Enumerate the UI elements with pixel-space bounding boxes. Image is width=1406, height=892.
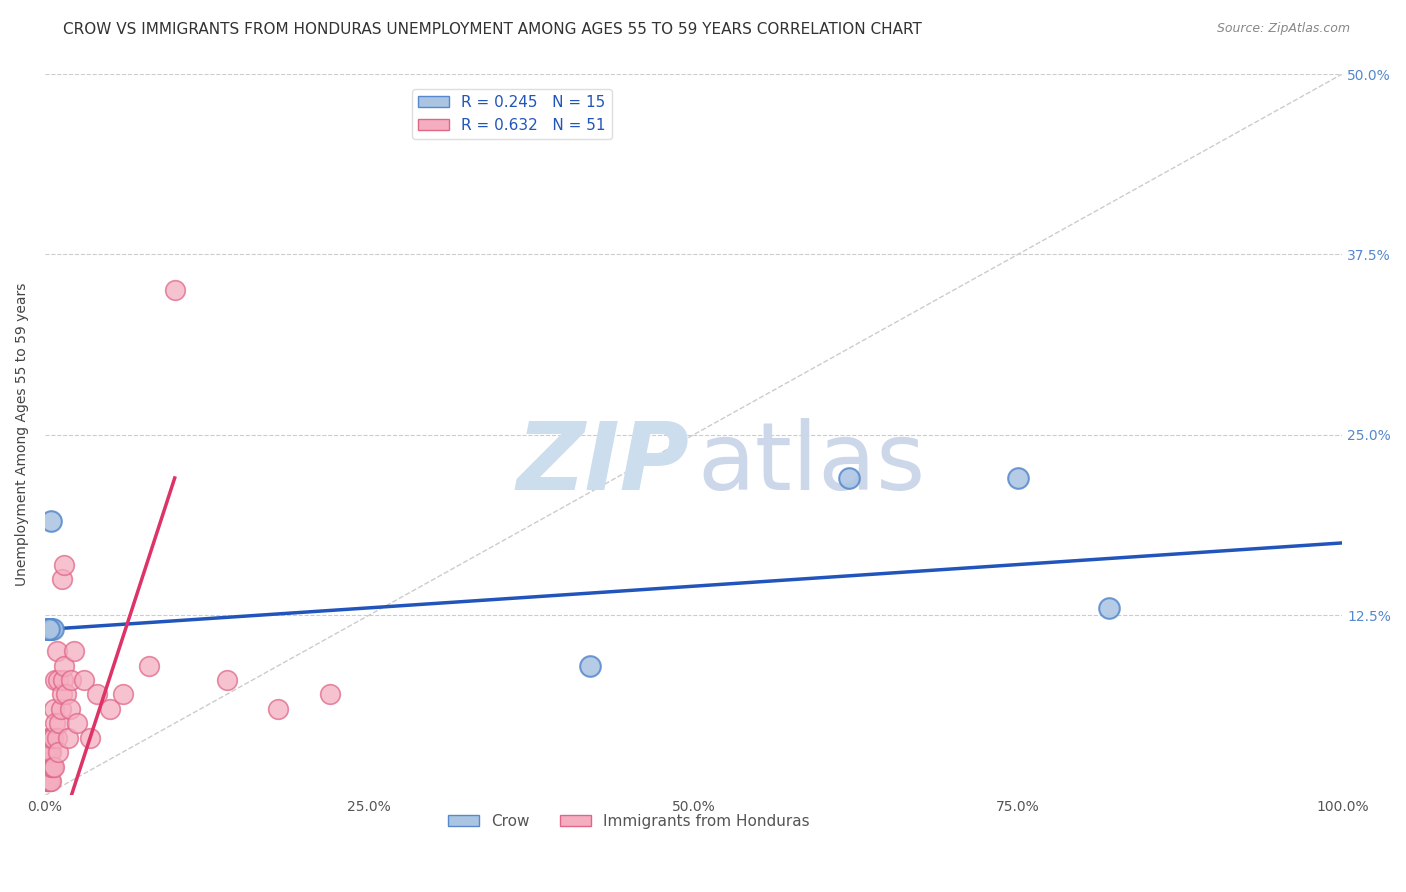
Text: atlas: atlas (697, 417, 925, 509)
Point (79, 731, 101, 745)
Point (38, 623, 60, 637)
Point (59, 702, 82, 716)
Point (41, 745, 63, 759)
Point (37, 745, 59, 759)
Point (66, 716, 89, 731)
Point (45, 644, 67, 658)
Point (55, 687, 77, 701)
Point (46, 673, 69, 687)
Point (38, 774, 60, 789)
Point (37, 774, 59, 789)
Point (38, 759, 60, 773)
Point (42, 702, 65, 716)
Point (59, 673, 82, 687)
Point (42, 759, 65, 773)
Point (138, 658, 160, 673)
Point (86, 687, 108, 701)
Point (319, 687, 342, 701)
Point (579, 658, 602, 673)
Point (53, 658, 76, 673)
Point (42, 623, 65, 637)
Point (39, 731, 62, 745)
Point (215, 673, 238, 687)
Point (62, 644, 84, 658)
Point (41, 514, 63, 528)
Point (35, 745, 58, 759)
Point (1098, 600, 1121, 615)
Point (48, 716, 70, 731)
Point (42, 759, 65, 773)
Point (37, 731, 59, 745)
Point (52, 673, 75, 687)
Point (35, 623, 58, 637)
Point (44, 673, 66, 687)
Point (45, 731, 67, 745)
Legend: Crow, Immigrants from Honduras: Crow, Immigrants from Honduras (441, 807, 815, 835)
Point (38, 623, 60, 637)
Point (58, 731, 80, 745)
Point (267, 702, 290, 716)
Point (39, 623, 62, 637)
Point (46, 745, 69, 759)
Point (39, 774, 62, 789)
Point (44, 716, 66, 731)
Point (37, 759, 59, 773)
Point (35, 759, 58, 773)
Y-axis label: Unemployment Among Ages 55 to 59 years: Unemployment Among Ages 55 to 59 years (15, 283, 30, 586)
Point (73, 673, 96, 687)
Point (41, 774, 63, 789)
Point (37, 623, 59, 637)
Point (38, 745, 60, 759)
Point (111, 687, 134, 701)
Point (39, 745, 62, 759)
Point (49, 702, 72, 716)
Point (39, 623, 62, 637)
Point (41, 731, 63, 745)
Point (53, 558, 76, 572)
Text: ZIP: ZIP (517, 417, 690, 509)
Point (41, 759, 63, 773)
Point (35, 774, 58, 789)
Point (51, 572, 73, 586)
Point (51, 687, 73, 701)
Point (1007, 471, 1029, 485)
Point (838, 471, 860, 485)
Text: CROW VS IMMIGRANTS FROM HONDURAS UNEMPLOYMENT AMONG AGES 55 TO 59 YEARS CORRELAT: CROW VS IMMIGRANTS FROM HONDURAS UNEMPLO… (63, 22, 922, 37)
Point (35, 766, 58, 780)
Point (38, 623, 60, 637)
Point (163, 284, 186, 298)
Point (42, 731, 65, 745)
Point (41, 623, 63, 637)
Point (98, 702, 121, 716)
Point (37, 623, 59, 637)
Text: Source: ZipAtlas.com: Source: ZipAtlas.com (1216, 22, 1350, 36)
